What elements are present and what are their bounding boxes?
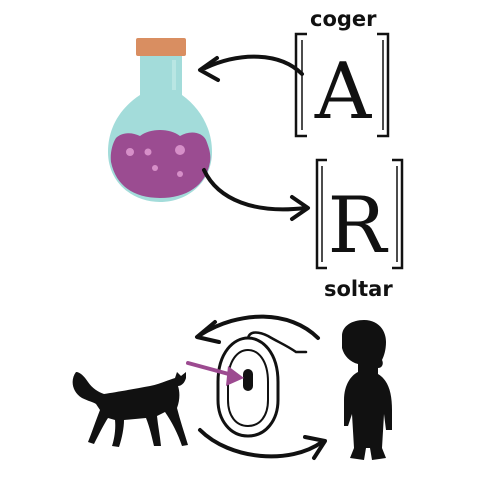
person-silhouette-icon: [342, 320, 392, 460]
potion-bubble: [175, 145, 185, 155]
arrow-drop: [202, 168, 310, 221]
drop-label: soltar: [324, 277, 393, 301]
potion-bubble: [152, 165, 158, 171]
key-r-icon: R: [315, 158, 404, 271]
potion-cork: [136, 38, 186, 56]
arrow-cycle-top: [195, 314, 320, 344]
cat-silhouette-icon: [72, 372, 188, 447]
potion-bubble: [177, 171, 183, 177]
arrow-cycle-bottom: [198, 428, 327, 460]
potion-liquid: [110, 130, 211, 198]
arrow-pick-up: [198, 54, 304, 82]
potion-bottle-icon: [108, 38, 212, 202]
potion-bubble: [126, 148, 134, 156]
pointer-arrow: [186, 361, 244, 386]
potion-bubble: [144, 148, 152, 156]
pick-up-label: coger: [310, 7, 377, 31]
key-a-icon: A: [294, 32, 390, 138]
key-a-letter: A: [314, 47, 373, 137]
computer-mouse-icon: [216, 331, 308, 438]
key-r-letter: R: [328, 181, 389, 271]
